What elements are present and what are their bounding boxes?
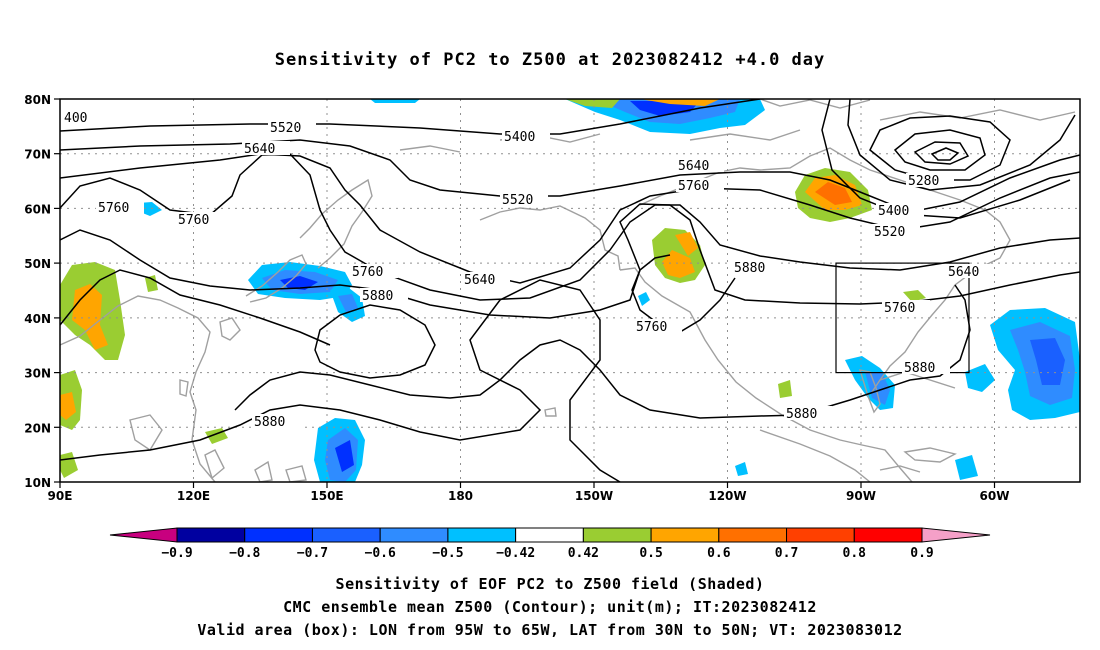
contour-label: 5400 — [504, 130, 535, 145]
contour-label: 5400 — [878, 204, 909, 219]
colorbar-cell — [650, 527, 720, 543]
colorbar-label: 0.7 — [775, 546, 798, 561]
lon-axis-labels: 90E 120E 150E 180 150W 120W 90W 60W — [48, 489, 1010, 503]
contour-label: 400 — [64, 111, 87, 126]
colorbar-label: 0.8 — [843, 546, 867, 561]
coastlines — [60, 99, 1076, 482]
colorbar-cell — [176, 527, 246, 543]
contour-label: 5880 — [362, 289, 393, 304]
contour-label: 5520 — [874, 225, 905, 240]
contour-label: 5760 — [884, 301, 915, 316]
lat-lon-grid — [60, 99, 1080, 482]
colorbar-label: −0.9 — [161, 546, 192, 561]
contour-label: 5760 — [678, 179, 709, 194]
colorbar-label: −0.7 — [297, 546, 328, 561]
lat-label: 40N — [24, 312, 51, 326]
lat-label: 10N — [24, 476, 51, 490]
colorbar-label: 0.5 — [639, 546, 662, 561]
lon-label: 120W — [708, 489, 746, 503]
map-title: Sensitivity of PC2 to Z500 at 2023082412… — [274, 50, 826, 70]
z500-contours — [60, 99, 1080, 482]
caption-line-2: CMC ensemble mean Z500 (Contour); unit(m… — [283, 598, 817, 616]
lat-label: 30N — [24, 367, 51, 381]
contour-label: 5640 — [244, 142, 275, 157]
contour-label: 5760 — [178, 213, 209, 228]
colorbar-label: 0.42 — [568, 546, 599, 561]
contour-label: 5760 — [636, 320, 667, 335]
lat-label: 20N — [24, 421, 51, 435]
colorbar-label: 0.9 — [910, 546, 933, 561]
lon-label: 120E — [177, 489, 210, 503]
colorbar-cell — [853, 527, 923, 543]
contour-label: 5880 — [904, 361, 935, 376]
colorbar: −0.9 −0.8 −0.7 −0.6 −0.5 −0.42 0.42 0.5 0.6 0.7 0.… — [109, 527, 991, 561]
lat-label: 70N — [24, 148, 51, 162]
colorbar-low-arrow — [109, 527, 178, 543]
lat-label: 50N — [24, 257, 51, 271]
lon-label: 150E — [310, 489, 343, 503]
caption-line-3: Valid area (box): LON from 95W to 65W, L… — [197, 621, 903, 639]
contour-label: 5760 — [352, 265, 383, 280]
contour-label: 5520 — [270, 121, 301, 136]
colorbar-cell — [447, 527, 517, 543]
lon-label: 90E — [48, 489, 73, 503]
colorbar-cell — [582, 527, 652, 543]
map-plot-area — [60, 99, 1080, 482]
map-frame — [59, 98, 1081, 483]
colorbar-cell — [515, 527, 584, 543]
sensitivity-shading — [60, 99, 1080, 482]
colorbar-label: −0.6 — [365, 546, 396, 561]
contour-label: 5880 — [786, 407, 817, 422]
contour-label: 5880 — [734, 261, 765, 276]
colorbar-cell — [786, 527, 855, 543]
contour-label: 5640 — [678, 159, 709, 174]
contour-label: 5520 — [502, 193, 533, 208]
colorbar-label: −0.5 — [432, 546, 463, 561]
caption-line-1: Sensitivity of EOF PC2 to Z500 field (Sh… — [335, 575, 765, 593]
lon-label: 150W — [575, 489, 613, 503]
lat-label: 80N — [24, 93, 51, 107]
colorbar-high-arrow — [921, 527, 991, 543]
lon-label: 60W — [980, 489, 1010, 503]
contour-label: 5280 — [908, 174, 939, 189]
contour-label: 5640 — [464, 273, 495, 288]
contour-label: 5640 — [948, 265, 979, 280]
lon-label: 180 — [448, 489, 473, 503]
lat-axis-labels: 80N 70N 60N 50N 40N 30N 20N 10N — [24, 93, 51, 490]
colorbar-label: −0.8 — [229, 546, 260, 561]
lon-label: 90W — [846, 489, 876, 503]
lat-label: 60N — [24, 202, 51, 216]
axis-ticks — [54, 98, 996, 488]
contour-label: 5880 — [254, 415, 285, 430]
colorbar-cell — [379, 527, 449, 543]
contour-label: 5760 — [98, 201, 129, 216]
colorbar-label: −0.42 — [496, 546, 535, 561]
contour-labels: 400 5520 5640 5400 5760 5760 5520 5640 5… — [62, 110, 994, 430]
colorbar-label: 0.6 — [707, 546, 731, 561]
colorbar-cell — [244, 527, 313, 543]
colorbar-cell — [718, 527, 788, 543]
colorbar-cell — [311, 527, 381, 543]
